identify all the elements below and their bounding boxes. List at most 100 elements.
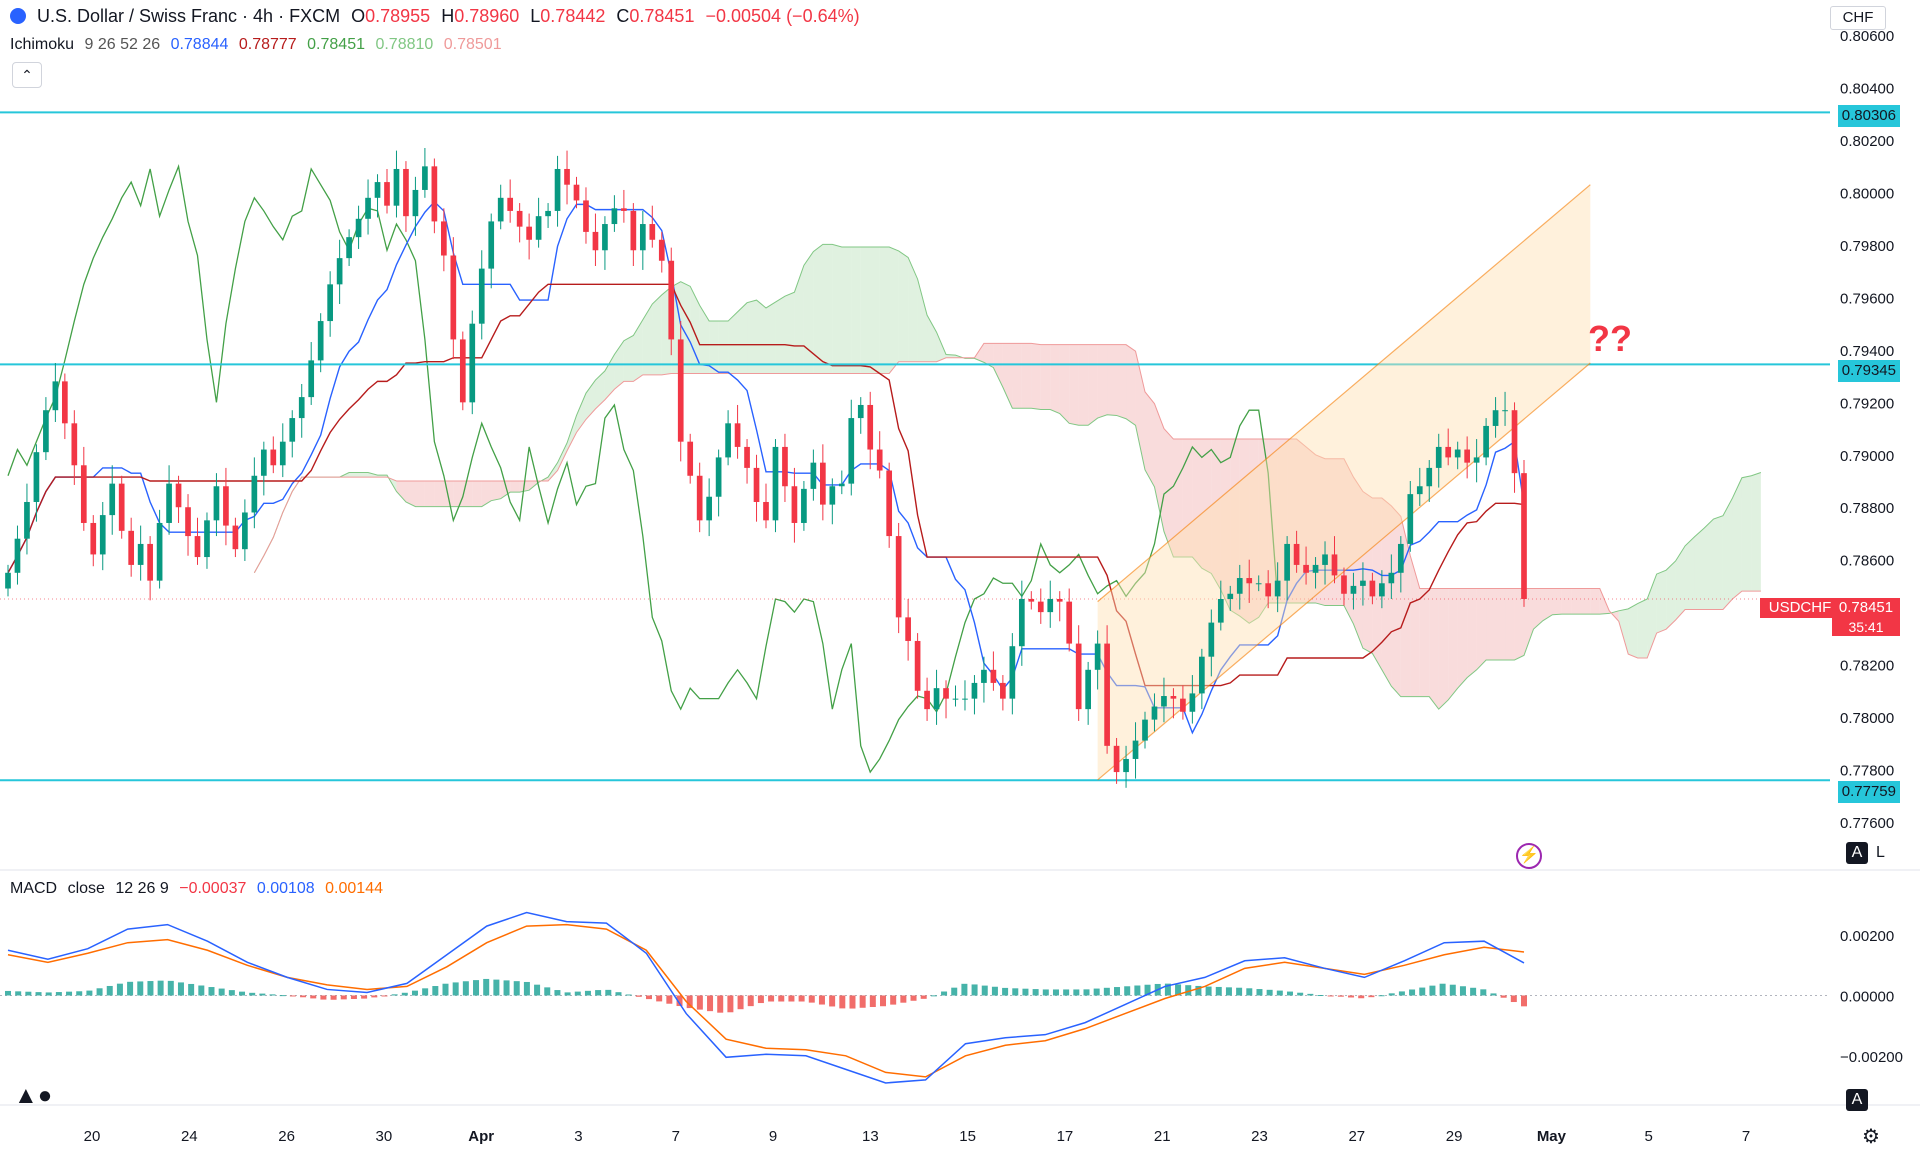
macd-histogram-bar	[869, 995, 876, 1008]
candle-body	[516, 210, 523, 227]
ascending-channel-fill	[1097, 184, 1591, 780]
ichimoku-cloud-segment	[481, 481, 492, 507]
auto-scale-button-macd[interactable]: A	[1846, 1089, 1868, 1111]
level-tag-0[interactable]: 0.80306	[1837, 105, 1900, 127]
macd-histogram-bar	[452, 982, 459, 996]
candle-body	[251, 475, 258, 513]
candle-body	[791, 486, 798, 523]
macd-histogram-value: −0.00037	[179, 880, 247, 897]
time-tick-label: Apr	[468, 1128, 494, 1145]
candle-body	[1416, 486, 1423, 495]
ichimoku-cloud-segment	[1107, 344, 1117, 416]
level-tag-2[interactable]: 0.77759	[1837, 781, 1900, 803]
symbol-title[interactable]: U.S. Dollar / Swiss Franc · 4h · FXCM	[37, 6, 341, 26]
ichimoku-cloud-segment	[1552, 588, 1562, 615]
macd-histogram-bar	[350, 995, 357, 999]
macd-legend[interactable]: MACD close 12 26 9 −0.00037 0.00108 0.00…	[10, 880, 389, 898]
time-tick-label: 5	[1645, 1128, 1653, 1145]
macd-histogram-bar	[798, 995, 805, 1002]
candle-body	[1189, 693, 1196, 712]
macd-histogram-bar	[147, 981, 154, 996]
price-tick-label: 0.79200	[1840, 395, 1894, 412]
ichimoku-cloud-segment	[1097, 344, 1108, 419]
candle-body	[1435, 446, 1442, 468]
candle-body	[336, 258, 343, 285]
macd-histogram-bar	[1378, 995, 1385, 997]
ichimoku-cloud-segment	[1050, 344, 1060, 414]
ichimoku-cloud-segment	[415, 481, 425, 507]
candle-body	[346, 237, 352, 259]
time-tick-label: 24	[181, 1128, 198, 1145]
ichimoku-cloud-segment	[1201, 439, 1212, 574]
macd-histogram-bar	[137, 981, 144, 996]
price-tick-label: 0.78200	[1840, 658, 1894, 675]
macd-histogram-bar	[1510, 995, 1517, 1003]
macd-params: 12 26 9	[115, 880, 169, 897]
ichimoku-kijun-value: 0.78777	[238, 36, 297, 53]
macd-histogram-bar	[666, 995, 673, 1004]
ichimoku-tenkan-line	[7, 200, 1525, 735]
ichimoku-cloud-segment	[803, 251, 814, 374]
macd-histogram-bar	[1286, 991, 1293, 996]
question-annotation[interactable]: ??	[1588, 318, 1632, 359]
macd-histogram-bar	[167, 980, 174, 996]
candle-body	[1009, 646, 1016, 699]
gear-icon[interactable]: ⚙	[1862, 1126, 1880, 1148]
ichimoku-cloud-segment	[1580, 588, 1591, 615]
ichimoku-cloud-segment	[604, 354, 615, 400]
macd-histogram-bar	[1307, 993, 1314, 996]
ichimoku-cloud-segment	[1542, 588, 1553, 621]
candle-body	[1018, 599, 1025, 647]
ichimoku-legend[interactable]: Ichimoku 9 26 52 26 0.78844 0.78777 0.78…	[10, 36, 508, 54]
candle-body	[327, 284, 333, 322]
ichimoku-cloud-segment	[1306, 446, 1316, 603]
lightning-icon[interactable]: ⚡	[1516, 843, 1542, 869]
candle-body	[1341, 575, 1347, 594]
ichimoku-spanA-value: 0.78810	[375, 36, 434, 53]
ichimoku-cloud-segment	[1647, 574, 1657, 659]
ichimoku-cloud-segment	[1040, 344, 1051, 410]
candle-body	[137, 543, 144, 565]
macd-histogram-bar	[768, 995, 775, 1002]
price-tick-label: 0.79400	[1840, 343, 1894, 360]
auto-scale-button[interactable]: A	[1846, 842, 1868, 864]
macd-histogram-bar	[1012, 988, 1019, 996]
ichimoku-cloud-segment	[595, 370, 605, 409]
ichimoku-cloud-segment	[1467, 588, 1477, 678]
log-scale-button[interactable]: L	[1876, 844, 1885, 861]
candle-body	[497, 197, 504, 222]
candle-body	[1322, 554, 1328, 565]
macd-histogram-bar	[808, 995, 815, 1003]
candle-body	[1047, 599, 1054, 613]
macd-histogram-bar	[503, 980, 510, 996]
ichimoku-cloud-segment	[756, 300, 766, 374]
candle-body	[24, 501, 30, 539]
ichimoku-cloud-segment	[1173, 439, 1183, 558]
macd-histogram-bar	[747, 995, 754, 1007]
ichimoku-cloud-segment	[1438, 588, 1449, 710]
candle-body	[232, 525, 239, 550]
macd-histogram-bar	[66, 991, 73, 996]
macd-histogram-bar	[269, 994, 276, 996]
macd-histogram-bar	[1459, 986, 1466, 996]
ichimoku-cloud-segment	[623, 335, 634, 382]
macd-histogram-bar	[625, 994, 632, 996]
candle-body	[876, 449, 883, 471]
ichimoku-params: 9 26 52 26	[84, 36, 161, 53]
candle-body	[820, 462, 826, 505]
macd-histogram-bar	[116, 983, 123, 996]
ichimoku-cloud-segment	[1145, 391, 1155, 487]
currency-button[interactable]: CHF	[1830, 6, 1886, 30]
ichimoku-cloud-segment	[1628, 603, 1638, 659]
macd-histogram-bar	[584, 990, 591, 996]
candle-body	[431, 166, 438, 222]
macd-histogram-bar	[544, 987, 551, 996]
macd-histogram-bar	[1521, 995, 1527, 1007]
ohlc-high: H0.78960	[441, 6, 520, 26]
collapse-legend-button[interactable]: ⌃	[12, 62, 42, 88]
ichimoku-cloud-segment	[1021, 343, 1032, 409]
macd-histogram-bar	[1093, 988, 1100, 996]
level-tag-1[interactable]: 0.79345	[1837, 360, 1900, 382]
ichimoku-cloud-segment	[567, 415, 577, 451]
